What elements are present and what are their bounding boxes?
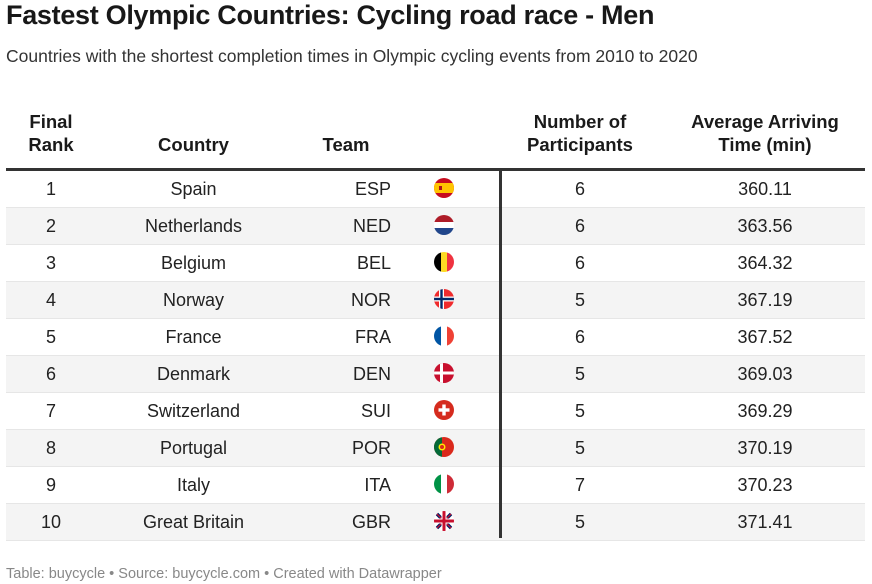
france-flag-icon <box>434 326 456 348</box>
cell-country: Switzerland <box>146 401 241 421</box>
source-footer: Table: buycycle • Source: buycycle.com •… <box>6 566 442 582</box>
cell-participants: 5 <box>574 401 585 421</box>
cell-rank: 1 <box>45 179 56 199</box>
cell-time: 371.41 <box>737 512 793 532</box>
cell-team: NOR <box>351 290 391 310</box>
header-country-label: Country <box>158 134 229 155</box>
table-row: 10 Great Britain GBR 5 371.41 <box>6 504 865 541</box>
header-country[interactable]: Country <box>106 133 281 156</box>
cell-team: SUI <box>360 401 391 421</box>
cell-participants: 5 <box>574 438 585 458</box>
header-participants[interactable]: Number of Participants <box>500 110 660 156</box>
portugal-flag-icon <box>434 437 456 459</box>
great-britain-flag-icon <box>434 511 456 533</box>
cell-rank: 10 <box>40 512 62 532</box>
cell-participants: 6 <box>574 253 585 273</box>
table-row: 3 Belgium BEL 6 364.32 <box>6 245 865 282</box>
cell-participants: 5 <box>574 512 585 532</box>
cell-participants: 5 <box>574 364 585 384</box>
cell-rank: 6 <box>45 364 56 384</box>
chart-subtitle: Countries with the shortest completion t… <box>6 46 698 66</box>
cell-time: 363.56 <box>737 216 793 236</box>
denmark-flag-icon <box>434 363 456 385</box>
header-time-line2: Time (min) <box>718 134 812 155</box>
cell-participants: 6 <box>574 216 585 236</box>
table-body: 1 Spain ESP 6 360.11 2 Netherlands NED 6 363.56 3 B… <box>6 171 865 541</box>
cell-participants: 5 <box>574 290 585 310</box>
cell-team: ESP <box>354 179 391 199</box>
cell-time: 369.29 <box>737 401 793 421</box>
cell-rank: 5 <box>45 327 56 347</box>
cell-rank: 8 <box>45 438 56 458</box>
table-row: 5 France FRA 6 367.52 <box>6 319 865 356</box>
header-rank-line2: Rank <box>28 134 74 155</box>
cell-rank: 4 <box>45 290 56 310</box>
cell-team: DEN <box>352 364 391 384</box>
cell-rank: 9 <box>45 475 56 495</box>
belgium-flag-icon <box>434 252 456 274</box>
netherlands-flag-icon <box>434 215 456 237</box>
table-header: Final Rank Country Team Number of Partic… <box>6 103 865 171</box>
cell-rank: 2 <box>45 216 56 236</box>
italy-flag-icon <box>434 474 456 496</box>
table-row: 1 Spain ESP 6 360.11 <box>6 171 865 208</box>
cell-country: Spain <box>170 179 217 199</box>
results-table: Final Rank Country Team Number of Partic… <box>6 103 865 541</box>
header-time-line1: Average Arriving <box>691 111 839 132</box>
header-participants-line2: Participants <box>527 134 633 155</box>
table-row: 8 Portugal POR 5 370.19 <box>6 430 865 467</box>
table-row: 9 Italy ITA 7 370.23 <box>6 467 865 504</box>
cell-country: Norway <box>162 290 224 310</box>
table-row: 4 Norway NOR 5 367.19 <box>6 282 865 319</box>
table-row: 7 Switzerland SUI 5 369.29 <box>6 393 865 430</box>
chart-title: Fastest Olympic Countries: Cycling road … <box>6 0 655 30</box>
cell-time: 370.23 <box>737 475 793 495</box>
switzerland-flag-icon <box>434 400 456 422</box>
header-team[interactable]: Team <box>296 133 396 156</box>
cell-country: Italy <box>176 475 210 495</box>
norway-flag-icon <box>434 289 456 311</box>
cell-time: 367.19 <box>737 290 793 310</box>
cell-country: Denmark <box>156 364 231 384</box>
cell-time: 367.52 <box>737 327 793 347</box>
cell-team: ITA <box>364 475 391 495</box>
header-rank-line1: Final <box>29 111 73 132</box>
cell-team: NED <box>352 216 391 236</box>
cell-participants: 6 <box>574 179 585 199</box>
header-rank[interactable]: Final Rank <box>6 110 96 156</box>
cell-time: 369.03 <box>737 364 793 384</box>
cell-country: Netherlands <box>144 216 243 236</box>
spain-flag-icon <box>434 178 456 200</box>
cell-rank: 3 <box>45 253 56 273</box>
header-team-label: Team <box>322 134 370 155</box>
cell-time: 370.19 <box>737 438 793 458</box>
cell-team: POR <box>351 438 391 458</box>
header-time[interactable]: Average Arriving Time (min) <box>670 110 860 156</box>
cell-country: Belgium <box>160 253 227 273</box>
cell-team: GBR <box>351 512 391 532</box>
cell-time: 364.32 <box>737 253 793 273</box>
column-divider <box>499 168 502 538</box>
cell-team: FRA <box>355 327 391 347</box>
cell-participants: 7 <box>574 475 585 495</box>
cell-time: 360.11 <box>738 179 792 199</box>
cell-country: Portugal <box>159 438 228 458</box>
cell-country: Great Britain <box>142 512 245 532</box>
cell-participants: 6 <box>574 327 585 347</box>
cell-rank: 7 <box>45 401 56 421</box>
table-row: 2 Netherlands NED 6 363.56 <box>6 208 865 245</box>
cell-country: France <box>165 327 222 347</box>
header-participants-line1: Number of <box>533 111 627 132</box>
cell-team: BEL <box>356 253 391 273</box>
table-row: 6 Denmark DEN 5 369.03 <box>6 356 865 393</box>
